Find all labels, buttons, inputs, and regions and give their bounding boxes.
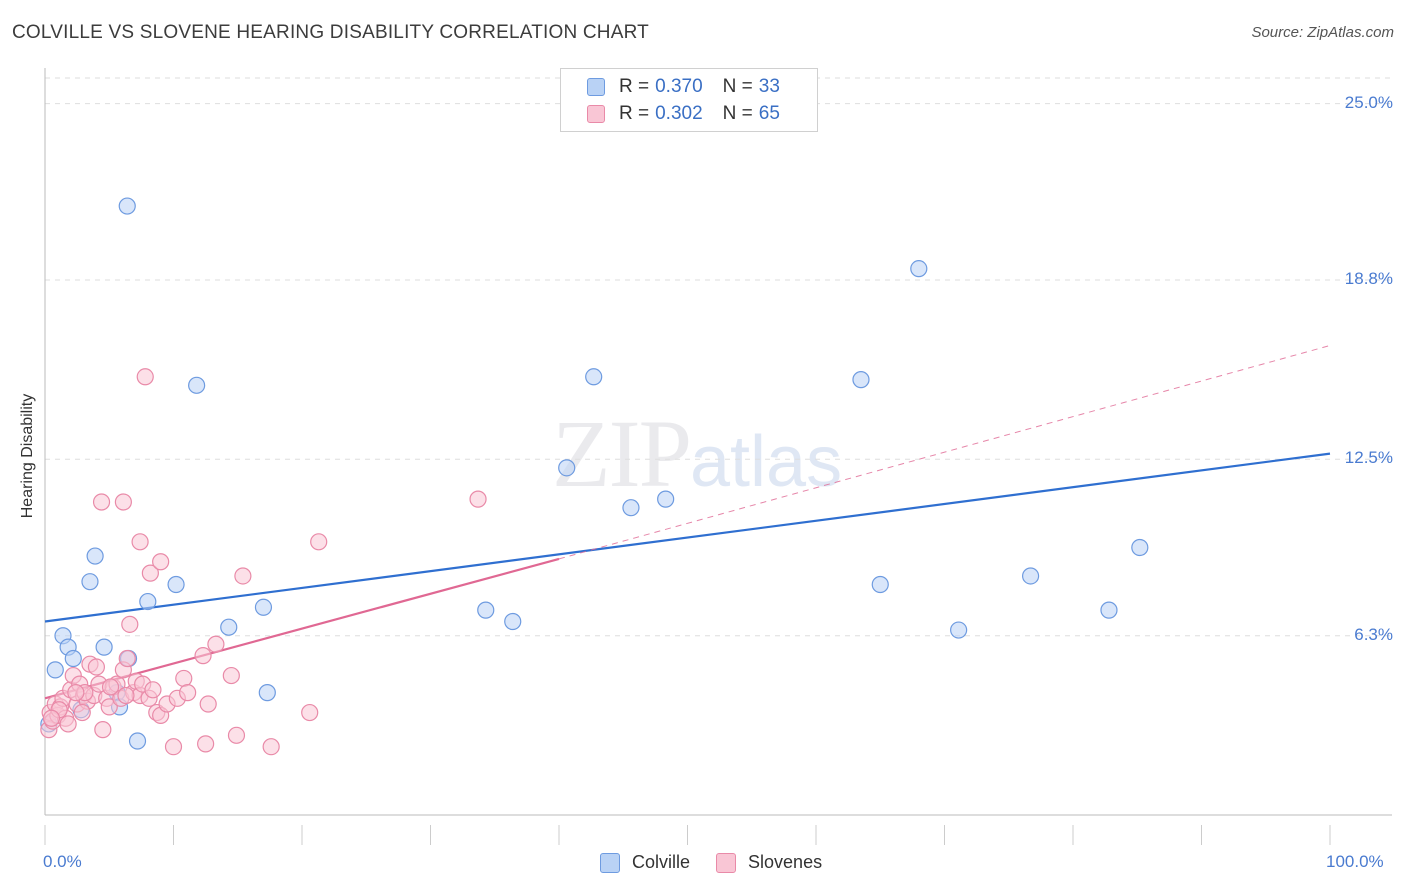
slovenes-point — [101, 678, 120, 696]
bottom-legend-slovenes: Slovenes — [716, 852, 822, 873]
colville-point — [258, 684, 276, 702]
slovenes-point — [92, 493, 111, 511]
slovenes-point — [42, 709, 61, 727]
colville-point — [81, 573, 99, 591]
slovenes-point — [310, 533, 328, 551]
colville-point — [128, 732, 147, 750]
colville-point — [910, 260, 928, 278]
slovenes-point — [199, 695, 217, 713]
slovenes-point — [59, 715, 77, 733]
legend-row-colville: R = 0.370 N = 33 — [587, 75, 780, 99]
legend-swatch-slovenes — [587, 105, 605, 123]
colville-point — [504, 612, 522, 631]
y-tick-label: 6.3% — [1354, 624, 1393, 644]
slovenes-point — [179, 684, 197, 702]
colville-point — [220, 618, 238, 636]
slovenes-point — [222, 666, 240, 685]
slovenes-point — [207, 635, 225, 653]
bottom-legend-colville: Colville — [600, 852, 690, 873]
slovenes-point — [73, 703, 91, 722]
slovenes-point — [67, 684, 85, 702]
slovenes-point — [100, 698, 118, 716]
colville-point — [188, 376, 206, 394]
slovenes-point — [227, 726, 246, 744]
slovenes-point — [87, 658, 106, 676]
watermark-atlas: atlas — [690, 422, 843, 502]
bottom-legend-swatch-slovenes — [716, 852, 737, 873]
colville-point — [657, 490, 675, 508]
colville-point — [477, 601, 495, 619]
slovenes-trend-extension — [558, 345, 1331, 560]
slovenes-point — [301, 703, 319, 722]
slovenes-point — [121, 615, 139, 633]
y-tick-label: 12.5% — [1344, 448, 1393, 468]
trend-lines — [44, 345, 1331, 700]
bottom-legend-label: Slovenes — [748, 852, 823, 872]
colville-point — [167, 575, 185, 594]
legend-swatch-colville — [587, 78, 605, 96]
chart-title: COLVILLE VS SLOVENE HEARING DISABILITY C… — [12, 22, 649, 43]
bottom-legend-swatch-colville — [600, 852, 620, 873]
colville-point — [1131, 538, 1149, 557]
legend-n-label: N = — [722, 103, 753, 124]
legend-n-label: N = — [722, 76, 753, 97]
colville-point — [558, 459, 576, 477]
colville-point — [950, 621, 968, 639]
colville-point — [95, 638, 113, 656]
bottom-legend: Colville Slovenes — [600, 852, 848, 873]
watermark-zip: ZIP — [552, 400, 692, 507]
legend-r-value: 0.302 — [655, 103, 703, 124]
data-points — [40, 197, 1149, 756]
slovenes-point — [197, 735, 215, 753]
colville-point — [139, 592, 157, 611]
slovenes-point — [164, 738, 183, 756]
colville-point — [254, 598, 273, 616]
grid-lines — [45, 77, 1392, 637]
slovenes-point — [117, 686, 135, 705]
slovenes-point — [234, 567, 252, 585]
source-label: Source: ZipAtlas.com — [1251, 24, 1394, 41]
slovenes-point — [131, 533, 149, 551]
x-tick-label-min: 0.0% — [43, 852, 82, 871]
slovenes-point — [118, 649, 136, 668]
slovenes-point — [144, 681, 162, 699]
colville-point — [622, 499, 640, 517]
slovenes-point — [141, 564, 159, 582]
x-tick-label-max: 100.0% — [1326, 852, 1384, 871]
colville-point — [585, 368, 603, 386]
colville-point — [118, 197, 136, 215]
slovenes-point — [194, 647, 212, 665]
colville-point — [46, 661, 64, 679]
colville-point — [871, 575, 889, 594]
slovenes-point — [469, 490, 487, 508]
colville-point — [1021, 567, 1040, 585]
slovenes-point — [175, 669, 193, 688]
y-tick-label: 25.0% — [1344, 92, 1393, 112]
colville-point — [86, 547, 104, 565]
bottom-legend-label: Colville — [632, 852, 691, 872]
colville-trend-line — [44, 452, 1331, 623]
legend-row-slovenes: R = 0.302 N = 65 — [587, 102, 780, 126]
legend-n-value: 33 — [758, 76, 780, 97]
legend: R = 0.370 N = 33 R = 0.302 N = 65 — [560, 68, 818, 132]
legend-r-value: 0.370 — [655, 76, 703, 97]
watermark: ZIPatlas — [552, 398, 842, 509]
legend-r-label: R = — [619, 103, 650, 124]
legend-n-value: 65 — [758, 103, 780, 124]
legend-r-label: R = — [619, 76, 650, 97]
y-tick-label: 18.8% — [1344, 269, 1393, 289]
slovenes-point — [152, 553, 170, 571]
slovenes-point — [114, 493, 132, 511]
slovenes-point — [262, 738, 280, 756]
slovenes-point — [136, 368, 154, 386]
axes — [44, 68, 1392, 845]
colville-point — [64, 649, 82, 668]
slovenes-point — [94, 721, 112, 739]
colville-point — [852, 371, 870, 389]
colville-point — [1100, 601, 1118, 619]
